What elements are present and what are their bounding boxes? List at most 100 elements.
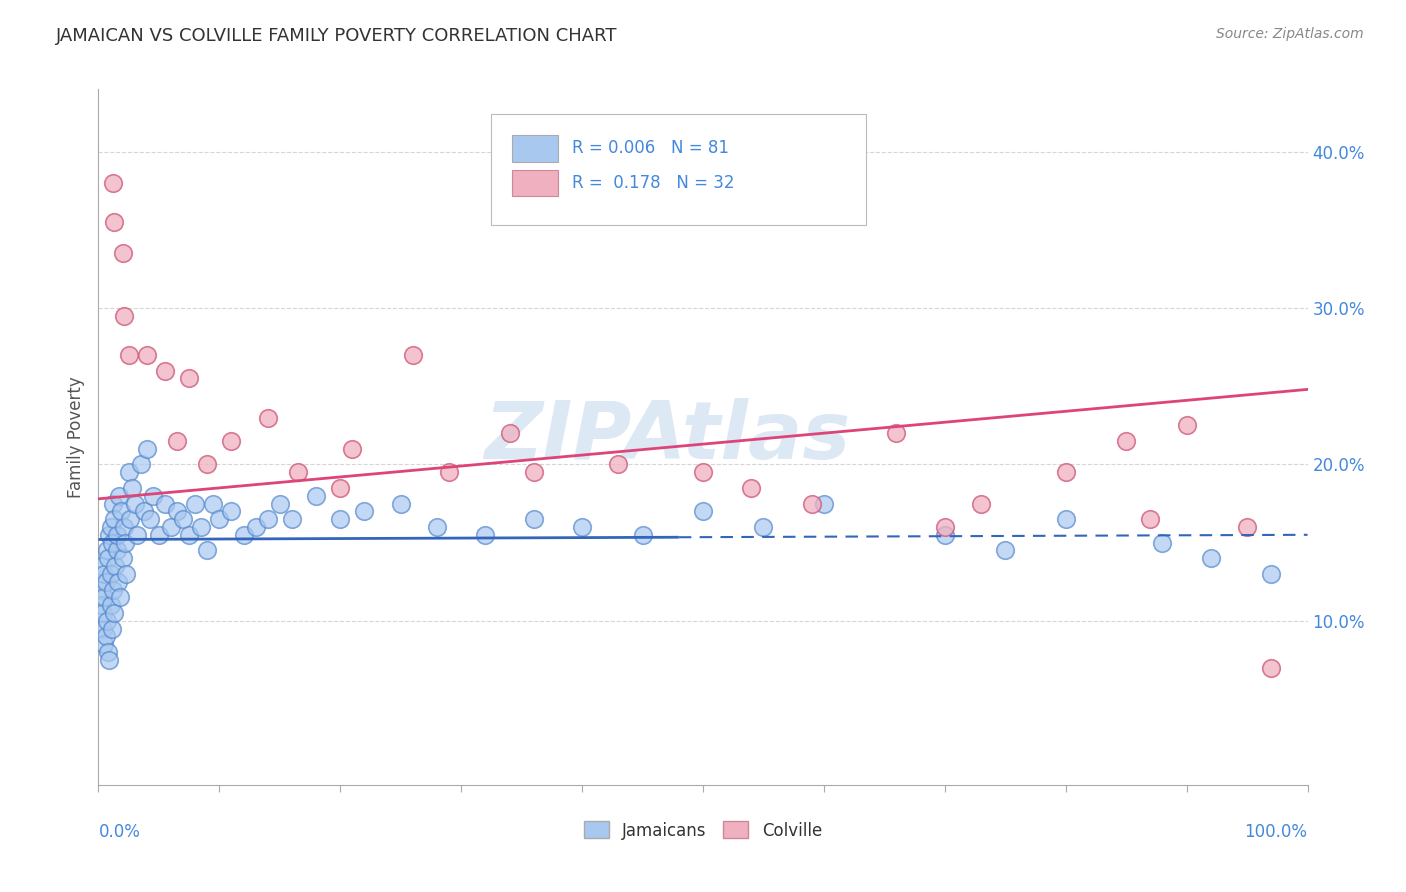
Point: [90, 582, 112, 597]
Point: [353, 504, 375, 518]
Point: [287, 465, 309, 479]
Point: [105, 528, 128, 542]
Point: [474, 528, 496, 542]
Point: [108, 591, 131, 605]
Point: [100, 566, 122, 581]
Point: [100, 622, 122, 636]
Point: [970, 496, 993, 510]
Point: [91, 598, 114, 612]
Point: [245, 520, 267, 534]
Point: [115, 566, 138, 581]
Point: [100, 520, 122, 534]
Point: [256, 512, 278, 526]
Point: [184, 496, 207, 510]
Text: ZIPAtlas: ZIPAtlas: [484, 398, 849, 476]
Point: [994, 543, 1017, 558]
Point: [103, 606, 125, 620]
Point: [886, 426, 908, 441]
Point: [934, 520, 956, 534]
Point: [100, 598, 122, 612]
Point: [342, 442, 364, 456]
Point: [93, 591, 115, 605]
Point: [256, 410, 278, 425]
Point: [498, 426, 520, 441]
Point: [153, 364, 176, 378]
Point: [135, 348, 157, 362]
Point: [118, 512, 141, 526]
Point: [166, 434, 188, 448]
Text: R =  0.178   N = 32: R = 0.178 N = 32: [572, 174, 735, 192]
Point: [172, 512, 194, 526]
FancyBboxPatch shape: [512, 169, 558, 196]
Y-axis label: Family Poverty: Family Poverty: [66, 376, 84, 498]
Text: R = 0.006   N = 81: R = 0.006 N = 81: [572, 139, 730, 157]
Point: [101, 176, 124, 190]
Point: [1054, 512, 1077, 526]
Point: [389, 496, 412, 510]
Point: [135, 442, 157, 456]
Point: [98, 528, 121, 542]
Point: [103, 512, 125, 526]
Point: [93, 637, 115, 651]
Point: [129, 458, 152, 472]
Text: 100.0%: 100.0%: [1244, 823, 1308, 841]
Point: [118, 465, 141, 479]
Point: [114, 535, 136, 549]
Point: [208, 512, 231, 526]
Point: [402, 348, 425, 362]
Point: [221, 504, 243, 518]
Point: [281, 512, 304, 526]
Point: [202, 496, 225, 510]
Text: 0.0%: 0.0%: [98, 823, 141, 841]
Point: [96, 614, 118, 628]
Point: [1260, 661, 1282, 675]
Point: [91, 559, 114, 574]
Point: [740, 481, 762, 495]
Point: [103, 215, 125, 229]
Point: [127, 528, 149, 542]
Point: [329, 512, 352, 526]
Point: [813, 496, 835, 510]
Point: [571, 520, 593, 534]
Point: [96, 543, 118, 558]
Point: [112, 309, 135, 323]
Text: JAMAICAN VS COLVILLE FAMILY POVERTY CORRELATION CHART: JAMAICAN VS COLVILLE FAMILY POVERTY CORR…: [56, 27, 617, 45]
Point: [305, 489, 328, 503]
Point: [124, 496, 146, 510]
Point: [94, 574, 117, 589]
Point: [1115, 434, 1137, 448]
FancyBboxPatch shape: [512, 135, 558, 161]
Point: [112, 520, 135, 534]
Point: [1139, 512, 1161, 526]
Point: [105, 543, 128, 558]
Point: [692, 504, 714, 518]
Point: [134, 504, 156, 518]
Point: [91, 622, 114, 636]
Legend: Jamaicans, Colville: Jamaicans, Colville: [578, 814, 828, 847]
Point: [1152, 535, 1174, 549]
Point: [426, 520, 449, 534]
Point: [108, 489, 131, 503]
Point: [101, 496, 124, 510]
Point: [121, 481, 143, 495]
Point: [111, 551, 134, 566]
Point: [100, 535, 122, 549]
Point: [142, 489, 165, 503]
Point: [437, 465, 460, 479]
Point: [118, 348, 141, 362]
Point: [179, 528, 201, 542]
Point: [269, 496, 291, 510]
Point: [329, 481, 352, 495]
Point: [1054, 465, 1077, 479]
Point: [523, 465, 546, 479]
Point: [97, 645, 120, 659]
Point: [107, 574, 129, 589]
Point: [101, 582, 124, 597]
Text: Source: ZipAtlas.com: Source: ZipAtlas.com: [1216, 27, 1364, 41]
Point: [195, 458, 218, 472]
Point: [148, 528, 170, 542]
Point: [139, 512, 162, 526]
Point: [752, 520, 775, 534]
Point: [97, 551, 120, 566]
Point: [934, 528, 956, 542]
